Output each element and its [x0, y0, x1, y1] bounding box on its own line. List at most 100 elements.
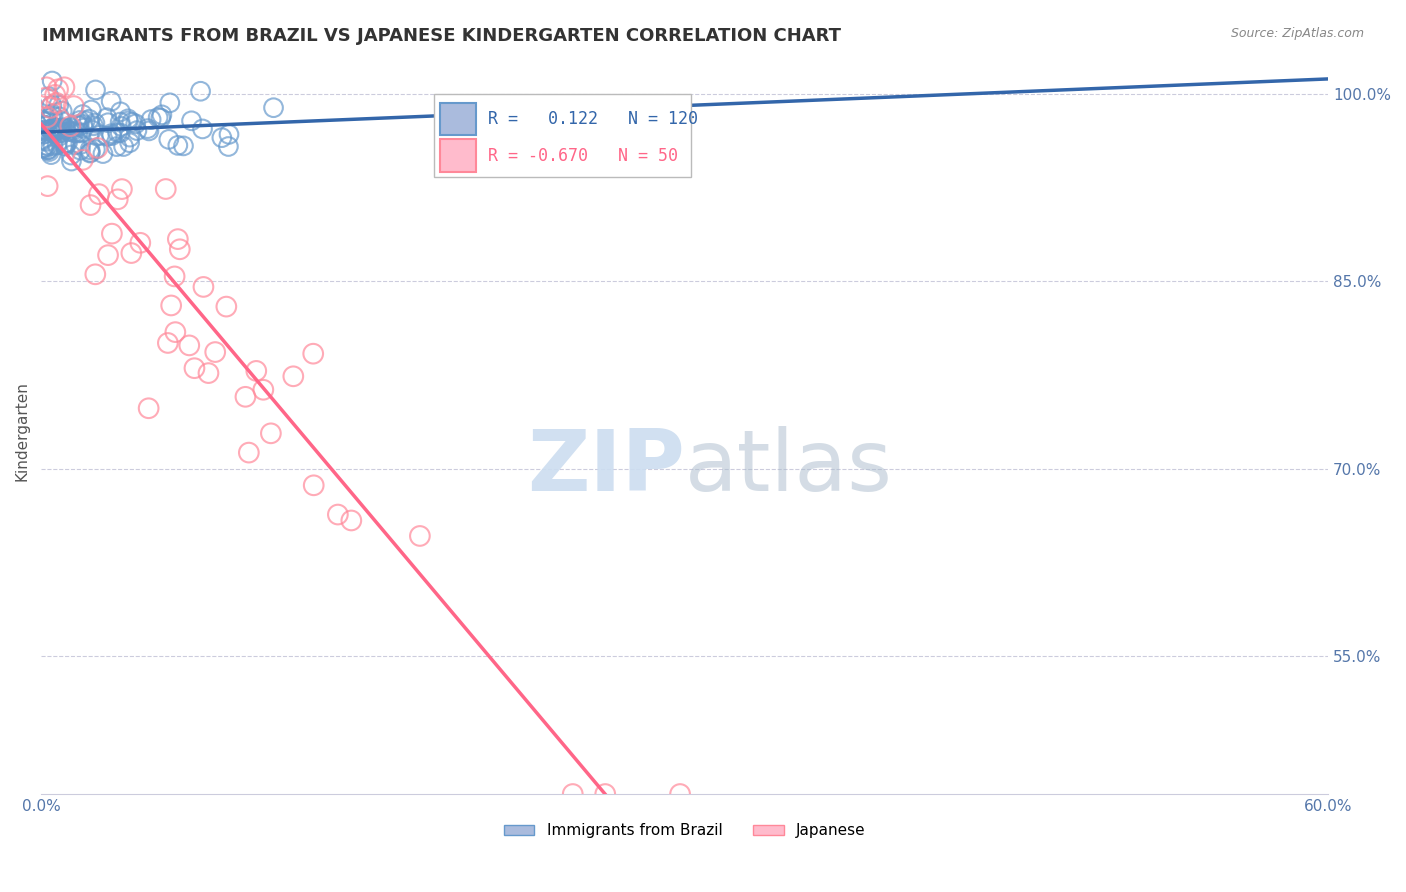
Point [48, 128, 70, 143]
Point [111, 182, 134, 196]
Point [260, 426, 283, 441]
Point [39, 101, 62, 115]
Point [60, 154, 83, 169]
Point [120, 246, 142, 260]
Point [67, 119, 90, 133]
Point [156, 335, 179, 350]
Point [84, 268, 107, 282]
Point [41, 124, 63, 138]
Point [79, 198, 101, 212]
FancyBboxPatch shape [433, 94, 692, 178]
Point [160, 298, 183, 312]
Point [100, 95, 122, 109]
Point [37, 143, 59, 157]
Point [150, 108, 173, 122]
Point [39, 147, 62, 161]
Point [34, 114, 56, 128]
Point [34, 91, 56, 105]
Point [79, 146, 101, 161]
Point [169, 242, 191, 256]
Point [117, 112, 139, 126]
Point [179, 338, 201, 352]
Point [37, 143, 59, 157]
Point [32, 123, 55, 137]
Point [56, 136, 79, 150]
Point [53, 139, 76, 153]
Point [173, 139, 195, 153]
Point [51, 123, 73, 137]
Point [79, 143, 101, 157]
Point [84, 83, 107, 97]
Point [166, 232, 188, 246]
Point [118, 136, 141, 150]
Point [42, 109, 65, 123]
Point [49, 122, 72, 136]
Point [69, 137, 91, 152]
Point [38, 89, 60, 103]
Point [121, 115, 143, 129]
Point [82, 119, 104, 133]
Point [69, 113, 91, 128]
Point [218, 128, 240, 142]
Point [97, 248, 120, 262]
Point [204, 345, 226, 359]
Point [41, 74, 63, 88]
Point [34, 119, 56, 133]
Point [84, 143, 107, 157]
Point [51, 120, 73, 135]
Point [34, 127, 56, 141]
Point [163, 269, 186, 284]
Point [45, 95, 67, 110]
Point [66, 126, 89, 140]
Point [593, 787, 616, 801]
Point [35, 119, 58, 133]
Point [118, 130, 141, 145]
Point [110, 104, 132, 119]
Point [263, 101, 285, 115]
Point [55, 121, 77, 136]
Point [60, 148, 83, 162]
Point [211, 130, 233, 145]
Y-axis label: Kindergarten: Kindergarten [15, 381, 30, 481]
Point [38, 145, 60, 159]
Point [136, 121, 159, 136]
Point [53, 80, 76, 95]
Point [34, 142, 56, 156]
Point [190, 84, 212, 98]
Point [75, 113, 97, 128]
Point [107, 126, 129, 140]
Point [39, 111, 62, 125]
Text: Source: ZipAtlas.com: Source: ZipAtlas.com [1230, 27, 1364, 40]
Point [155, 182, 177, 196]
Point [48, 98, 70, 112]
Point [49, 113, 72, 128]
Point [72, 121, 94, 136]
Point [32, 141, 55, 155]
Point [39, 122, 62, 136]
Point [62, 126, 84, 140]
Point [77, 112, 100, 127]
Point [49, 124, 72, 138]
Point [34, 138, 56, 153]
Point [65, 137, 87, 152]
Point [37, 179, 59, 194]
Point [235, 390, 257, 404]
Point [41, 107, 63, 121]
Point [96, 111, 118, 125]
Point [149, 111, 172, 125]
Point [51, 103, 73, 118]
FancyBboxPatch shape [440, 139, 477, 171]
Legend: Immigrants from Brazil, Japanese: Immigrants from Brazil, Japanese [498, 817, 872, 845]
Point [101, 227, 124, 241]
Point [37, 114, 59, 128]
Point [60, 124, 83, 138]
Point [107, 192, 129, 206]
Point [409, 529, 432, 543]
Point [87, 187, 110, 202]
Point [129, 235, 152, 250]
Point [91, 146, 114, 161]
Point [110, 120, 132, 134]
Point [117, 114, 139, 128]
Point [105, 139, 128, 153]
Point [89, 128, 111, 143]
